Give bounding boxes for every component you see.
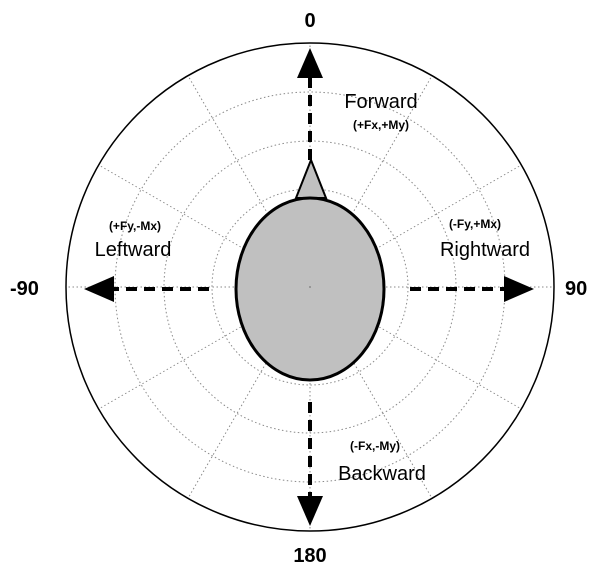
angle-label-bottom: 180 — [293, 545, 326, 567]
forward-label: Forward — [344, 91, 417, 113]
forward-arrow — [297, 48, 323, 160]
rightward-forces: (-Fy,+Mx) — [449, 217, 501, 231]
nose-marker — [294, 157, 328, 199]
leftward-label: Leftward — [95, 239, 172, 261]
backward-arrow — [297, 402, 323, 526]
angle-label-left: -90 — [10, 278, 39, 300]
body-ellipse — [234, 196, 386, 382]
backward-forces: (-Fx,-My) — [350, 439, 400, 453]
rightward-label: Rightward — [440, 239, 530, 261]
leftward-forces: (+Fy,-Mx) — [109, 219, 161, 233]
angle-label-top: 0 — [304, 10, 315, 32]
direction-arrows — [84, 48, 534, 526]
forward-forces: (+Fx,+My) — [353, 118, 409, 132]
backward-label: Backward — [338, 463, 426, 485]
outer-circle — [65, 42, 555, 532]
rightward-arrow — [410, 276, 534, 302]
body-shape — [234, 157, 386, 382]
center-point — [309, 286, 311, 288]
leftward-arrow — [84, 276, 209, 302]
angle-label-right: 90 — [565, 278, 587, 300]
